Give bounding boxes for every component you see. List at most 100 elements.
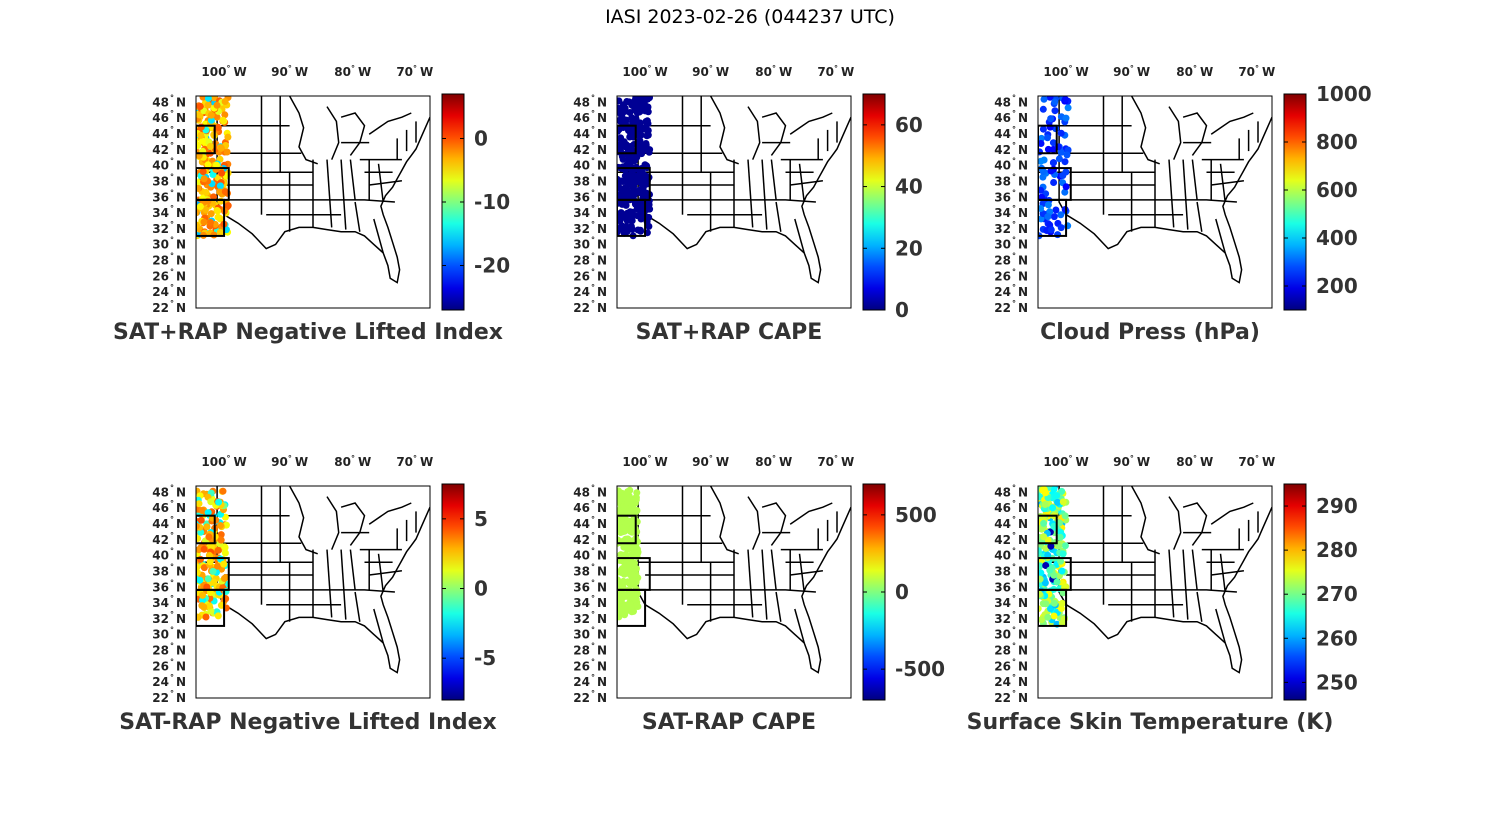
- data-point: [196, 500, 203, 508]
- lat-tick-label: 46° N: [152, 109, 186, 125]
- data-point: [617, 140, 624, 148]
- state-line: [326, 496, 340, 550]
- panel-title: Surface Skin Temperature (K): [967, 710, 1334, 735]
- lat-tick-label: 42° N: [994, 531, 1028, 547]
- lat-tick-label: 28° N: [573, 252, 607, 268]
- lat-tick-label: 30° N: [573, 626, 607, 642]
- state-line: [340, 159, 347, 230]
- state-box: [617, 588, 647, 627]
- data-point: [619, 102, 627, 110]
- data-point: [617, 604, 622, 612]
- state-line: [349, 159, 356, 200]
- data-point: [221, 544, 229, 551]
- colorbar-tick-label: 260: [1316, 626, 1358, 650]
- colorbar-tick-label: 0: [474, 577, 488, 601]
- data-point: [1039, 125, 1047, 133]
- state-line: [288, 486, 318, 555]
- data-point: [645, 213, 653, 221]
- map-area: [1038, 486, 1272, 698]
- state-line: [617, 199, 816, 203]
- data-point: [1050, 612, 1058, 620]
- data-point: [625, 601, 633, 608]
- state-line: [617, 589, 816, 593]
- data-point: [1047, 167, 1055, 175]
- lat-tick-label: 32° N: [573, 220, 607, 236]
- state-line: [761, 502, 787, 546]
- data-point: [617, 127, 622, 135]
- lon-tick-label: 80° W: [1176, 64, 1213, 79]
- lat-tick-label: 30° N: [152, 626, 186, 642]
- data-point: [621, 108, 629, 115]
- lat-tick-label: 46° N: [994, 499, 1028, 515]
- data-point: [1061, 158, 1069, 166]
- lon-tick-label: 70° W: [817, 454, 854, 469]
- data-point: [204, 101, 212, 109]
- data-point: [636, 119, 644, 127]
- map-area: [1038, 96, 1272, 308]
- colorbar-tick-label: 400: [1316, 226, 1358, 250]
- data-point: [217, 536, 225, 544]
- lat-tick-label: 48° N: [994, 93, 1028, 109]
- state-line: [369, 570, 402, 576]
- lon-tick-label: 70° W: [396, 454, 433, 469]
- data-point: [1038, 562, 1044, 570]
- lat-tick-label: 44° N: [152, 125, 186, 141]
- data-point: [1038, 186, 1045, 194]
- data-point: [1042, 562, 1050, 569]
- lat-tick-label: 38° N: [152, 172, 186, 188]
- panel-title: Cloud Press (hPa): [1040, 320, 1260, 345]
- data-point: [633, 205, 641, 213]
- data-point: [196, 568, 201, 576]
- data-point: [1042, 600, 1050, 608]
- data-point: [1058, 487, 1066, 495]
- state-box: [1038, 514, 1058, 545]
- state-boundaries: [1038, 96, 1272, 284]
- data-point: [214, 207, 222, 215]
- state-box: [196, 514, 216, 545]
- data-point: [205, 602, 213, 610]
- lat-tick-label: 26° N: [152, 267, 186, 283]
- state-line: [1211, 180, 1244, 186]
- state-line: [1130, 96, 1160, 165]
- map-area: [196, 96, 430, 308]
- data-points: [1038, 486, 1070, 628]
- state-box: [1038, 198, 1068, 237]
- data-point: [207, 498, 215, 506]
- state-box: [1038, 124, 1058, 155]
- data-point: [1038, 134, 1045, 142]
- lat-tick-label: 40° N: [152, 157, 186, 173]
- data-point: [196, 203, 204, 210]
- state-line: [373, 218, 384, 254]
- data-point: [220, 560, 228, 568]
- lat-tick-label: 48° N: [994, 483, 1028, 499]
- lat-tick-label: 44° N: [152, 515, 186, 531]
- data-point: [209, 567, 217, 575]
- lon-tick-label: 100° W: [1043, 64, 1088, 79]
- data-point: [631, 595, 638, 603]
- data-point: [1050, 159, 1057, 167]
- data-point: [643, 117, 651, 125]
- map-panel: 100° W 90° W 80° W 70° W 48° N46° N44° N42° N40° N38°…: [573, 454, 945, 735]
- lon-tick-label: 90° W: [1113, 454, 1150, 469]
- data-point: [623, 519, 630, 527]
- data-point: [623, 98, 631, 105]
- data-point: [199, 96, 207, 101]
- lon-tick-label: 70° W: [817, 64, 854, 79]
- state-line: [637, 486, 851, 674]
- colorbar-tick-label: 1000: [1316, 82, 1372, 106]
- lat-tick-label: 22° N: [152, 299, 186, 315]
- data-point: [1062, 114, 1070, 122]
- lat-tick-label: 36° N: [994, 188, 1028, 204]
- data-point: [1058, 599, 1066, 607]
- state-line: [637, 96, 851, 284]
- data-point: [632, 508, 640, 515]
- data-point: [617, 179, 623, 187]
- lon-tick-label: 100° W: [622, 454, 667, 469]
- data-point: [617, 104, 621, 112]
- data-point: [628, 525, 636, 533]
- lat-tick-label: 36° N: [573, 188, 607, 204]
- data-point: [1040, 513, 1047, 521]
- data-point: [1044, 213, 1052, 221]
- data-point: [215, 498, 223, 506]
- data-point: [198, 602, 206, 610]
